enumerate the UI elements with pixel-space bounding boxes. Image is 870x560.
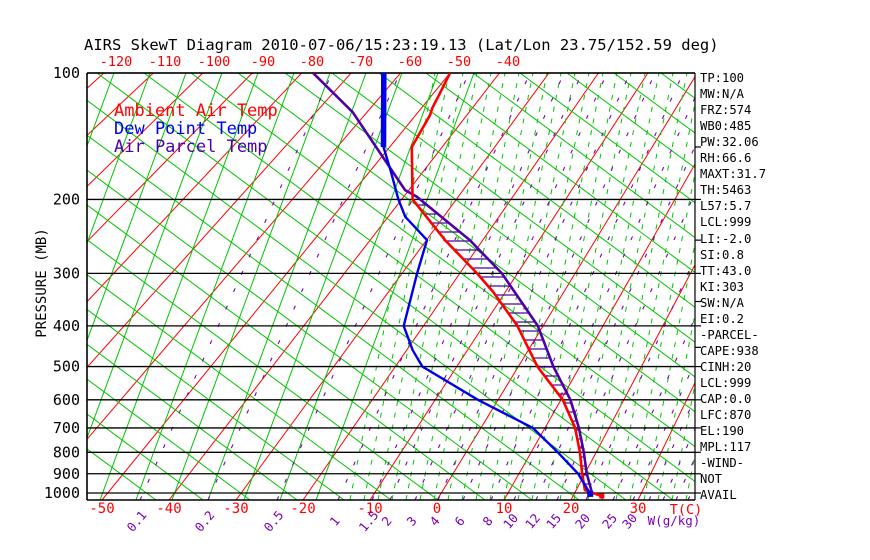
svg-text:300: 300 bbox=[53, 264, 80, 282]
svg-text:-20: -20 bbox=[290, 501, 315, 517]
moist-adiabat-gridlines-dashed bbox=[349, 73, 695, 500]
stat-row: RH:66.6 bbox=[700, 151, 752, 166]
legend-ambient-temp: Ambient Air Temp bbox=[114, 101, 278, 121]
chart-title: AIRS SkewT Diagram 2010-07-06/15:23:19.1… bbox=[84, 36, 719, 54]
stat-row: MW:N/A bbox=[700, 87, 745, 102]
stat-row: SW:N/A bbox=[700, 295, 745, 310]
bottom-temp-labels: -50 -40 -30 -20 -10 0 10 20 30 T(C) bbox=[89, 501, 702, 518]
svg-text:-50: -50 bbox=[89, 501, 114, 517]
stat-row: MAXT:31.7 bbox=[700, 167, 767, 182]
svg-text:900: 900 bbox=[53, 465, 80, 483]
stat-row: WB0:485 bbox=[700, 119, 752, 134]
top-temp-labels: -120 -110 -100 -90 -80 -70 -60 -50 -40 bbox=[100, 54, 520, 70]
svg-text:2: 2 bbox=[378, 513, 394, 528]
svg-text:-90: -90 bbox=[251, 54, 275, 70]
ambient-temp-curve bbox=[410, 73, 603, 498]
svg-text:800: 800 bbox=[53, 443, 80, 461]
legend-dew-point: Dew Point Temp bbox=[114, 119, 258, 139]
legend-air-parcel: Air Parcel Temp bbox=[114, 137, 268, 157]
plot-frame bbox=[86, 72, 696, 501]
svg-text:-10: -10 bbox=[357, 501, 382, 517]
svg-text:-70: -70 bbox=[349, 54, 373, 70]
svg-text:20: 20 bbox=[572, 511, 593, 532]
svg-text:-120: -120 bbox=[100, 54, 133, 70]
stat-row: CAP:0.0 bbox=[700, 392, 752, 406]
svg-text:-60: -60 bbox=[398, 54, 422, 70]
svg-text:3: 3 bbox=[403, 513, 419, 528]
stat-row: TT:43.0 bbox=[700, 263, 752, 278]
svg-text:100: 100 bbox=[53, 64, 80, 82]
svg-text:8: 8 bbox=[479, 513, 495, 528]
svg-text:6: 6 bbox=[451, 513, 467, 528]
surface-temp-marker bbox=[599, 493, 605, 499]
stat-row: CINH:20 bbox=[700, 359, 752, 374]
dewpoint-curve bbox=[380, 73, 592, 495]
stat-row: LI:-2.0 bbox=[700, 231, 752, 246]
svg-text:30: 30 bbox=[619, 511, 640, 532]
svg-text:400: 400 bbox=[53, 317, 80, 335]
stat-row: FRZ:574 bbox=[700, 103, 752, 118]
mixing-ratio-gridlines bbox=[139, 73, 695, 500]
right-edge-ticks bbox=[695, 146, 701, 494]
stat-row: -PARCEL- bbox=[700, 327, 759, 342]
svg-text:-110: -110 bbox=[149, 54, 182, 70]
svg-text:T(C): T(C) bbox=[670, 502, 703, 518]
parcel-curve bbox=[312, 73, 594, 493]
svg-text:10: 10 bbox=[500, 511, 521, 532]
stat-row: LCL:999 bbox=[700, 375, 752, 390]
svg-text:12: 12 bbox=[522, 511, 543, 532]
stat-row: L57:5.7 bbox=[700, 199, 752, 214]
stat-row: CAPE:938 bbox=[700, 343, 759, 358]
svg-text:25: 25 bbox=[599, 511, 620, 532]
svg-text:20: 20 bbox=[563, 501, 580, 517]
moist-adiabat-gridlines-solid bbox=[87, 73, 475, 500]
stat-row: AVAIL bbox=[700, 488, 737, 503]
svg-text:0.1: 0.1 bbox=[124, 508, 150, 535]
svg-text:-40: -40 bbox=[496, 54, 520, 70]
svg-text:700: 700 bbox=[53, 419, 80, 437]
svg-text:PRESSURE (MB): PRESSURE (MB) bbox=[34, 228, 50, 338]
stat-row: EL:190 bbox=[700, 424, 745, 439]
plot-legend: Ambient Air Temp Dew Point Temp Air Parc… bbox=[114, 102, 278, 156]
stat-row: TP:100 bbox=[700, 71, 745, 85]
svg-text:W(g/kg): W(g/kg) bbox=[648, 513, 701, 528]
svg-text:1: 1 bbox=[326, 513, 342, 528]
surface-dewpoint-marker bbox=[587, 490, 594, 497]
stat-row: LCL:999 bbox=[700, 215, 752, 230]
svg-text:15: 15 bbox=[543, 511, 564, 532]
svg-text:0.5: 0.5 bbox=[261, 508, 287, 535]
svg-text:0: 0 bbox=[433, 501, 441, 517]
stat-row: TH:5463 bbox=[700, 183, 752, 198]
svg-text:500: 500 bbox=[53, 358, 80, 376]
svg-text:200: 200 bbox=[53, 190, 80, 208]
stat-row: EI:0.2 bbox=[700, 311, 745, 326]
stat-row: NOT bbox=[700, 472, 723, 487]
svg-text:-50: -50 bbox=[447, 54, 471, 70]
svg-text:-100: -100 bbox=[198, 54, 231, 70]
svg-text:30: 30 bbox=[630, 501, 647, 517]
stat-row: LFC:870 bbox=[700, 408, 752, 423]
stat-row: -WIND- bbox=[700, 456, 745, 471]
svg-text:10: 10 bbox=[496, 501, 513, 517]
svg-text:600: 600 bbox=[53, 391, 80, 409]
svg-text:-30: -30 bbox=[223, 501, 248, 517]
stat-row: MPL:117 bbox=[700, 440, 752, 455]
surface-markers bbox=[587, 490, 605, 499]
svg-text:1000: 1000 bbox=[44, 484, 80, 502]
stat-row: SI:0.8 bbox=[700, 247, 745, 262]
stat-row: KI:303 bbox=[700, 279, 745, 294]
stat-row: PW:32.06 bbox=[700, 135, 759, 150]
svg-text:-40: -40 bbox=[156, 501, 181, 517]
svg-text:-80: -80 bbox=[300, 54, 324, 70]
svg-text:0.2: 0.2 bbox=[192, 508, 218, 535]
